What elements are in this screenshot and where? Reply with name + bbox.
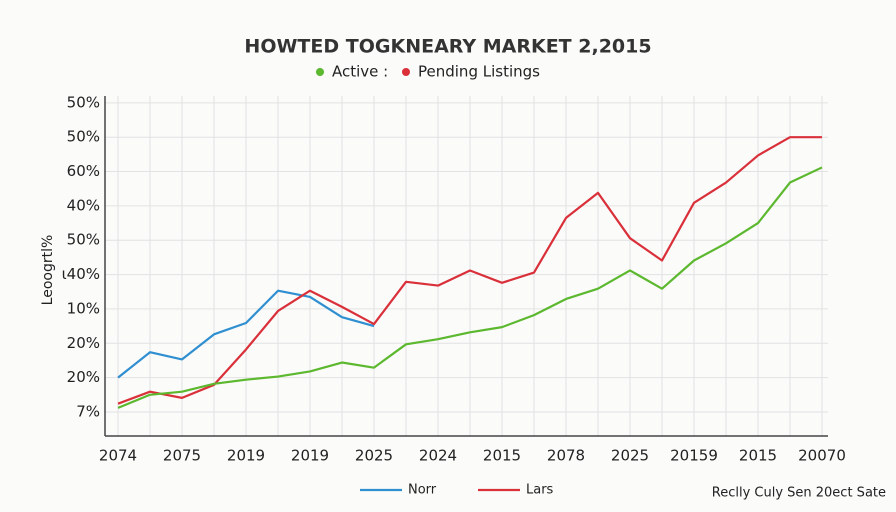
legend-dot (316, 68, 324, 76)
line-series (117, 136, 822, 405)
y-axis-label: Leoogrtl% (40, 235, 56, 306)
line-series (117, 166, 823, 409)
y-tick-label: ι40% (62, 265, 100, 283)
footer: Reclly Culy Sen 20ect Sate (712, 486, 886, 501)
legend-label: Active : (332, 63, 388, 81)
y-tick-label: 50% (67, 128, 100, 146)
x-tick-label: 2078 (547, 447, 585, 465)
x-tick-label: 2019 (227, 447, 265, 465)
x-tick-label: 20159 (670, 447, 718, 465)
y-tick-label: 50% (67, 93, 100, 111)
chart-title: HOWTED TOGKNEARY MARKET 2,2015 (244, 36, 651, 58)
line-series (117, 289, 375, 379)
y-tick-label: 60% (67, 162, 100, 180)
x-tick-label: 2075 (163, 447, 201, 465)
x-tick-label: 2024 (419, 447, 457, 465)
legend-label: Norr (408, 483, 437, 498)
y-tick-label: 7% (76, 402, 100, 420)
x-tick-label: 2074 (99, 447, 137, 465)
x-tick-label: 2015 (483, 447, 521, 465)
y-tick-label: 10% (67, 299, 100, 317)
y-tick-label: 20% (67, 334, 100, 352)
legend-label: Lars (526, 483, 554, 498)
y-tick-label: 20% (67, 368, 100, 386)
x-tick-label: 2019 (291, 447, 329, 465)
y-tick-label: 50% (67, 231, 100, 249)
x-tick-label: 2015 (739, 447, 777, 465)
legend-dot (402, 68, 410, 76)
x-tick-label: 20070 (798, 447, 846, 465)
y-tick-label: 40% (67, 196, 100, 214)
x-tick-label: 2025 (355, 447, 393, 465)
x-tick-label: 2025 (611, 447, 649, 465)
legend-label: Pending Listings (418, 63, 540, 81)
